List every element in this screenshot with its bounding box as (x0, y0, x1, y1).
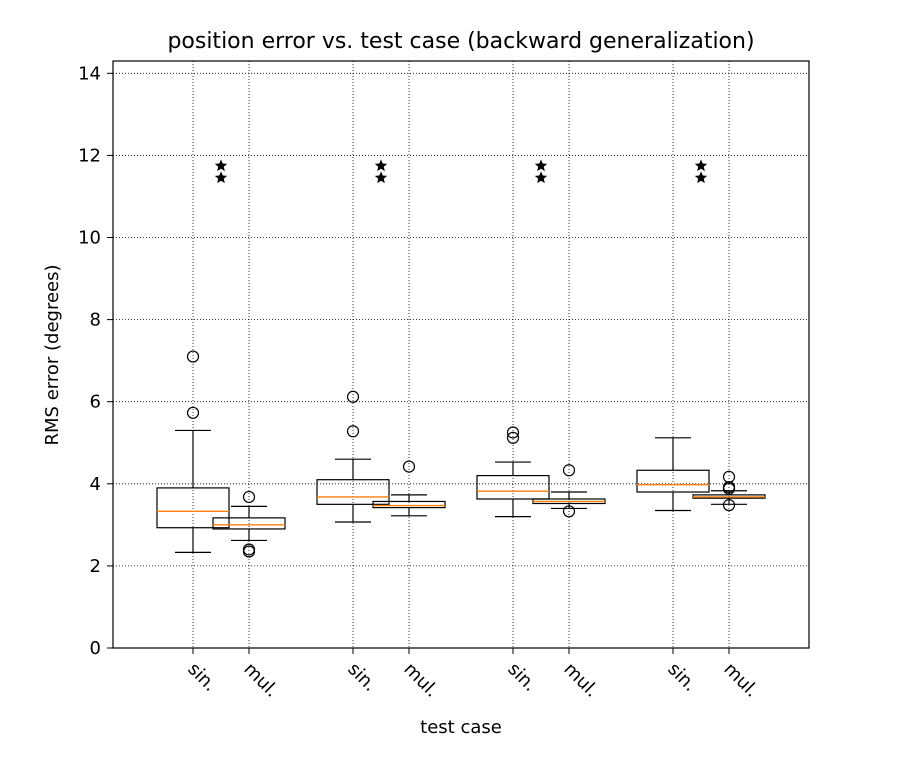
outlier-point (402, 460, 416, 473)
outlier-point (722, 499, 736, 512)
outlier-point (346, 425, 360, 438)
y-tick-label: 10 (78, 228, 101, 249)
box-iqr (316, 479, 390, 505)
box-iqr (156, 487, 230, 529)
y-tick-label: 14 (78, 63, 101, 84)
outlier-point (722, 470, 736, 483)
y-tick-label: 2 (90, 556, 101, 577)
box-6 (532, 464, 606, 518)
box-8 (692, 470, 766, 512)
outlier-point (722, 480, 736, 494)
x-axis-label: test case (420, 717, 502, 738)
y-tick-label: 4 (90, 474, 101, 495)
box-iqr (372, 500, 446, 509)
chart-title: position error vs. test case (backward g… (167, 29, 754, 54)
box-1 (156, 350, 230, 553)
significance-marker-3 (534, 159, 548, 184)
significance-markers (214, 159, 708, 184)
star-icon (534, 159, 548, 172)
box-iqr (212, 517, 286, 530)
outlier-point (186, 350, 200, 363)
star-icon (214, 171, 228, 184)
outlier-point (186, 406, 200, 419)
star-icon (694, 159, 708, 172)
outlier-point (506, 431, 520, 444)
y-axis-ticks: 0 2 4 6 8 10 12 14 (78, 63, 113, 659)
box-iqr (636, 469, 710, 493)
star-icon (214, 159, 228, 172)
outlier-point (562, 505, 576, 518)
boxes (156, 350, 766, 558)
significance-marker-1 (214, 159, 228, 184)
outlier-point (562, 464, 576, 477)
outlier-point (346, 390, 360, 403)
box-3 (316, 390, 390, 523)
y-tick-label: 12 (78, 145, 101, 166)
y-tick-label: 8 (90, 310, 101, 331)
star-icon (374, 159, 388, 172)
plot-area-frame (112, 60, 810, 649)
y-axis-label: RMS error (degrees) (42, 265, 63, 446)
outlier-point (506, 426, 520, 439)
box-7 (636, 437, 710, 512)
outlier-point (242, 490, 256, 504)
star-icon (694, 171, 708, 184)
outlier-point (242, 543, 256, 556)
box-iqr (476, 474, 550, 500)
box-5 (476, 426, 550, 518)
significance-marker-4 (694, 159, 708, 184)
box-2 (212, 490, 286, 558)
star-icon (534, 171, 548, 184)
y-tick-label: 6 (90, 392, 101, 413)
significance-marker-2 (374, 159, 388, 184)
box-4 (372, 460, 446, 517)
y-tick-label: 0 (90, 638, 101, 659)
star-icon (374, 171, 388, 184)
